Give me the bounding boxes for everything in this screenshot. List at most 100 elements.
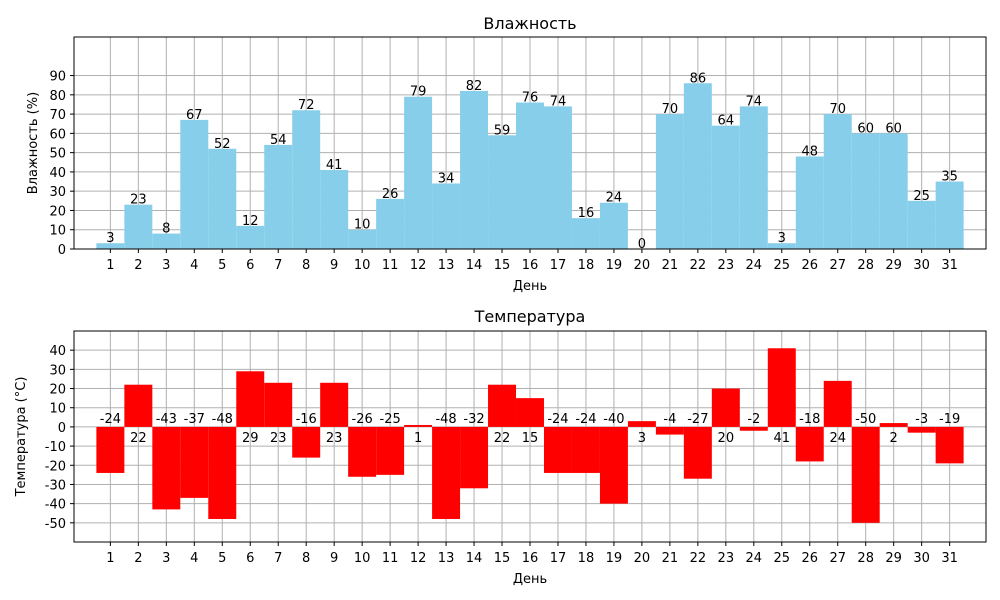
data-label: 20 [718,431,735,446]
bar-day-21 [655,114,684,249]
data-label: 16 [578,206,595,221]
x-tick-label: 16 [522,258,539,273]
bar-day-13 [432,183,461,249]
bar-day-16 [516,102,544,249]
x-tick-label: 21 [662,551,679,566]
bar-day-27 [823,380,852,427]
y-tick-label: 0 [58,421,66,436]
data-label: -32 [463,412,484,427]
x-tick-label: 13 [438,551,455,566]
bar-day-5 [208,426,237,519]
data-label: 29 [242,431,259,446]
x-tick-label: 8 [302,551,310,566]
bar-day-8 [292,426,321,458]
y-tick-label: 40 [49,166,66,181]
data-label: 60 [885,121,902,136]
bar-day-21 [655,426,684,435]
data-label: 48 [801,144,818,159]
bar-day-17 [543,106,572,249]
bar-day-23 [711,125,740,249]
data-label: -16 [296,412,317,427]
data-label: -48 [435,412,456,427]
x-tick-label: 7 [274,258,282,273]
bar-day-25 [767,243,796,249]
x-tick-label: 19 [606,258,623,273]
x-tick-label: 30 [913,551,930,566]
bar-day-29 [879,423,908,427]
data-label: 12 [242,214,259,229]
bar-day-7 [264,382,293,427]
bar-day-2 [124,204,153,249]
data-label: 24 [606,191,623,206]
y-tick-label: 70 [49,108,66,123]
bar-day-27 [823,114,852,249]
bar-day-13 [432,426,461,519]
data-label: -25 [380,412,401,427]
bar-day-1 [96,243,125,249]
x-tick-label: 3 [162,551,170,566]
bar-day-5 [208,148,237,249]
x-tick-label: 20 [634,551,651,566]
y-tick-label: 50 [49,147,66,162]
data-label: 74 [746,94,763,109]
y-tick-label: 0 [58,243,66,258]
x-tick-label: 23 [718,551,735,566]
data-label: -3 [915,412,928,427]
x-tick-label: 10 [354,258,371,273]
x-tick-label: 1 [106,258,114,273]
bar-day-17 [543,426,572,473]
data-label: 64 [718,114,735,129]
data-label: 15 [522,431,539,446]
bar-day-22 [683,83,712,249]
x-tick-label: 30 [913,258,930,273]
x-tick-label: 27 [829,551,846,566]
x-axis-label: День [513,279,547,294]
x-tick-label: 25 [774,551,791,566]
bar-day-9 [320,382,349,427]
x-tick-label: 25 [774,258,791,273]
bar-day-9 [320,169,349,249]
data-label: 23 [326,431,343,446]
bar-day-29 [879,133,908,249]
x-tick-label: 7 [274,551,282,566]
data-label: 25 [913,189,930,204]
data-label: 76 [522,91,539,106]
y-axis-label: Влажность (%) [26,92,41,194]
data-label: -50 [855,412,876,427]
y-tick-label: -40 [45,498,66,513]
data-label: 8 [162,222,170,237]
bar-day-3 [152,233,181,249]
data-label: -24 [547,412,568,427]
x-tick-label: 24 [746,258,763,273]
x-tick-label: 6 [246,258,254,273]
x-tick-label: 15 [494,258,511,273]
x-tick-label: 9 [330,551,338,566]
bar-day-4 [180,119,209,249]
x-tick-label: 18 [578,551,595,566]
x-tick-label: 5 [218,258,226,273]
y-tick-label: 20 [49,204,66,219]
bar-day-16 [516,398,544,427]
bar-day-15 [488,384,517,427]
x-tick-label: 24 [746,551,763,566]
data-label: -2 [747,412,760,427]
x-tick-label: 17 [550,258,567,273]
data-label: -24 [100,412,121,427]
data-label: 41 [774,431,791,446]
y-tick-label: 10 [49,224,66,239]
y-tick-label: 80 [49,89,66,104]
data-label: 67 [186,108,203,123]
data-label: 60 [857,121,874,136]
data-label: 23 [130,193,147,208]
x-tick-label: 11 [382,258,399,273]
x-tick-label: 17 [550,551,567,566]
bar-day-4 [180,426,209,498]
x-tick-label: 29 [885,551,902,566]
x-tick-label: 28 [857,258,874,273]
y-tick-label: 90 [49,70,66,85]
bar-day-7 [264,144,293,249]
data-label: 74 [550,94,567,109]
x-tick-label: 15 [494,551,511,566]
